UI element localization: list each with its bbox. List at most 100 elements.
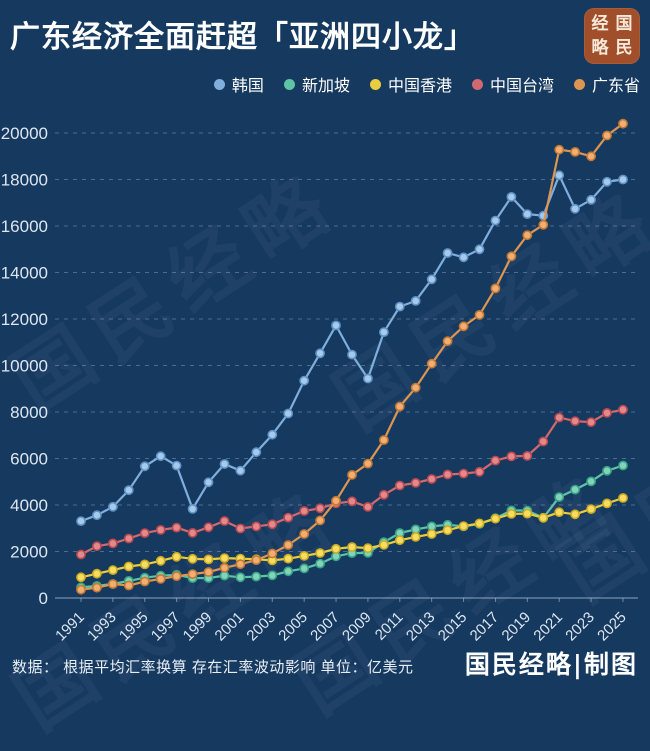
data-point-韩国	[123, 485, 134, 496]
data-point-中国香港	[299, 551, 310, 561]
y-axis-tick-label: 6000	[10, 450, 48, 469]
y-axis-tick-label: 8000	[10, 403, 48, 422]
data-point-中国台湾	[474, 466, 485, 477]
data-point-中国台湾	[203, 522, 214, 533]
data-point-韩国	[299, 375, 310, 386]
data-point-中国香港	[426, 529, 437, 539]
data-point-韩国	[155, 451, 166, 462]
data-point-中国台湾	[538, 436, 549, 447]
x-axis-tick-label: 2025	[594, 609, 630, 645]
legend-label: 中国香港	[387, 78, 452, 95]
data-point-中国台湾	[108, 538, 118, 549]
data-point-广东省	[378, 435, 389, 445]
data-point-中国台湾	[299, 506, 310, 516]
data-source-note: 数据： 根据平均汇率换算 存在汇率波动影响 单位：亿美元	[12, 659, 414, 676]
data-point-中国台湾	[378, 489, 389, 500]
page-title: 广东经济全面赶超「亚洲四小龙」	[10, 21, 475, 54]
y-axis-tick-label: 14000	[1, 264, 48, 283]
data-point-广东省	[618, 118, 628, 129]
data-point-广东省	[442, 336, 453, 347]
data-point-韩国	[490, 215, 501, 226]
data-point-韩国	[139, 461, 150, 472]
legend-item-广东省: 广东省	[573, 72, 640, 96]
x-axis-tick-label: 2013	[403, 609, 439, 645]
data-point-广东省	[251, 555, 262, 565]
data-point-新加坡	[602, 465, 612, 476]
legend-dot	[471, 78, 483, 90]
data-point-韩国	[315, 348, 325, 359]
data-point-韩国	[203, 477, 214, 488]
data-point-韩国	[267, 429, 278, 440]
x-axis-tick-label: 2007	[307, 609, 343, 645]
data-point-韩国	[410, 295, 421, 306]
data-point-韩国	[171, 460, 182, 471]
data-point-新加坡	[283, 566, 294, 577]
data-point-中国香港	[570, 509, 580, 520]
data-point-韩国	[442, 248, 453, 258]
data-point-中国香港	[347, 542, 357, 552]
data-point-新加坡	[299, 563, 310, 574]
y-axis-tick-label: 18000	[1, 171, 48, 190]
data-point-中国香港	[410, 532, 421, 542]
data-point-中国香港	[331, 543, 341, 554]
data-point-广东省	[490, 283, 501, 294]
data-point-韩国	[251, 447, 262, 458]
y-axis-tick-label: 2000	[10, 543, 48, 562]
data-point-中国香港	[554, 507, 565, 518]
x-axis-tick-label: 1999	[180, 609, 216, 645]
seal-char: 国	[615, 13, 633, 34]
data-point-中国台湾	[410, 477, 421, 488]
data-point-广东省	[267, 548, 278, 559]
x-axis-tick-label: 1997	[148, 609, 184, 645]
data-point-韩国	[506, 191, 517, 202]
data-point-中国台湾	[586, 417, 596, 428]
data-point-广东省	[410, 382, 421, 393]
data-point-韩国	[458, 252, 469, 263]
data-point-中国香港	[586, 504, 596, 514]
data-point-中国台湾	[347, 496, 357, 507]
legend-label: 中国台湾	[489, 78, 554, 95]
data-point-中国香港	[458, 521, 469, 531]
data-point-广东省	[139, 576, 150, 587]
data-point-中国香港	[315, 548, 325, 558]
legend-label: 新加坡	[301, 78, 350, 95]
data-point-中国台湾	[315, 503, 325, 514]
data-point-韩国	[378, 327, 389, 337]
data-point-广东省	[394, 401, 405, 412]
data-point-中国台湾	[235, 523, 246, 534]
data-point-中国香港	[139, 559, 150, 570]
data-point-中国香港	[378, 540, 389, 550]
seal-char: 经	[591, 13, 609, 34]
legend-dot	[283, 78, 295, 90]
data-point-广东省	[474, 309, 485, 320]
data-point-新加坡	[251, 571, 262, 582]
data-point-中国台湾	[267, 519, 278, 530]
x-axis-tick-label: 2023	[562, 609, 598, 645]
data-point-中国台湾	[219, 516, 230, 526]
data-point-中国台湾	[92, 541, 102, 552]
data-point-中国台湾	[139, 528, 150, 538]
data-point-韩国	[219, 459, 230, 469]
data-point-新加坡	[219, 570, 230, 581]
data-point-广东省	[347, 469, 357, 480]
y-axis-tick-label: 20000	[1, 124, 48, 143]
credit-label: 国民经略|制图	[464, 650, 638, 679]
data-point-广东省	[426, 358, 437, 369]
y-axis-tick-label: 10000	[1, 357, 48, 376]
data-point-广东省	[522, 230, 533, 241]
data-point-韩国	[283, 408, 294, 419]
data-point-中国香港	[506, 509, 517, 519]
data-point-中国台湾	[171, 522, 182, 533]
data-point-韩国	[92, 510, 102, 521]
data-point-广东省	[362, 458, 373, 469]
data-point-广东省	[458, 321, 469, 332]
data-point-新加坡	[618, 460, 628, 471]
data-point-中国香港	[203, 554, 214, 565]
seal-char: 略	[591, 37, 609, 58]
data-point-中国台湾	[155, 525, 166, 535]
data-point-新加坡	[586, 476, 596, 487]
x-axis-tick-label: 2003	[243, 609, 279, 645]
data-point-广东省	[538, 219, 549, 230]
data-point-中国香港	[618, 493, 628, 503]
data-point-韩国	[235, 465, 246, 476]
